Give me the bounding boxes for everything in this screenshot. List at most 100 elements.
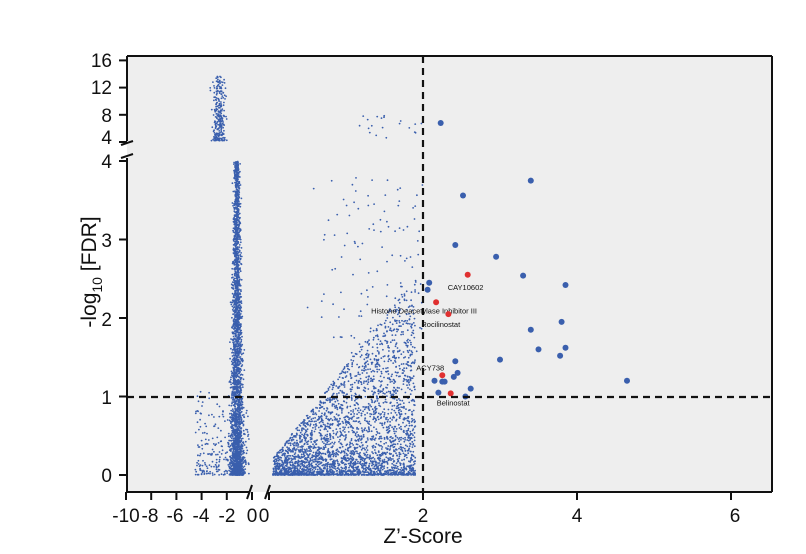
data-point — [223, 78, 226, 81]
data-point — [233, 371, 235, 373]
data-point — [233, 208, 236, 211]
data-point — [235, 265, 238, 267]
data-point — [246, 449, 249, 452]
data-point — [212, 114, 215, 116]
data-point — [350, 418, 353, 420]
data-point — [232, 392, 235, 394]
data-point — [231, 327, 234, 329]
data-point — [239, 270, 242, 273]
data-point — [235, 470, 238, 472]
data-point — [413, 283, 416, 286]
data-point — [232, 238, 235, 241]
data-point — [305, 425, 307, 428]
data-point — [232, 247, 235, 250]
data-point — [372, 444, 375, 447]
points-layer — [194, 75, 424, 476]
data-point — [240, 197, 243, 200]
data-point — [230, 370, 233, 373]
data-point — [309, 423, 312, 426]
data-point — [377, 443, 380, 446]
data-point — [224, 436, 227, 439]
data-point — [239, 336, 242, 339]
data-point — [287, 442, 290, 445]
data-point — [221, 81, 224, 84]
data-point — [222, 96, 225, 99]
data-point — [230, 360, 233, 363]
data-point — [240, 430, 243, 433]
data-point — [232, 352, 235, 354]
data-point — [309, 448, 312, 451]
data-point — [239, 176, 241, 178]
data-point — [215, 461, 218, 464]
data-point — [238, 260, 241, 263]
data-point — [344, 435, 347, 437]
data-point — [238, 276, 241, 279]
data-point — [396, 443, 399, 445]
data-point — [321, 412, 323, 415]
data-point — [383, 467, 385, 470]
data-point — [235, 399, 238, 402]
data-point — [234, 262, 236, 264]
data-point — [212, 138, 215, 141]
data-point — [235, 345, 238, 348]
data-point — [392, 427, 395, 430]
data-point — [409, 339, 411, 342]
data-point — [232, 319, 235, 322]
data-point — [236, 286, 239, 289]
data-point — [237, 324, 240, 327]
data-point — [363, 380, 365, 383]
data-point — [237, 366, 239, 369]
data-point — [359, 373, 361, 376]
data-point — [354, 420, 356, 423]
data-point — [236, 413, 239, 416]
data-point — [407, 356, 410, 359]
data-point — [233, 473, 236, 475]
data-point — [236, 212, 239, 214]
data-point — [372, 336, 375, 339]
data-point — [361, 345, 364, 348]
data-point — [370, 430, 373, 433]
data-point — [230, 404, 233, 407]
data-point — [231, 435, 234, 438]
data-point — [383, 413, 386, 416]
data-point — [236, 431, 238, 434]
data-point — [235, 277, 238, 280]
data-point — [239, 241, 242, 244]
data-point — [207, 472, 210, 475]
data-point — [237, 194, 240, 197]
data-point — [301, 439, 304, 441]
data-point — [239, 184, 242, 186]
data-point — [350, 359, 353, 361]
data-point — [245, 463, 247, 466]
data-point — [239, 333, 242, 336]
data-point — [239, 323, 242, 326]
data-point — [236, 423, 239, 425]
data-point — [199, 454, 201, 457]
data-point — [321, 464, 324, 467]
data-point — [389, 448, 392, 450]
data-point — [391, 426, 393, 429]
data-point — [343, 428, 346, 430]
data-point — [336, 431, 339, 433]
data-point — [229, 464, 232, 466]
data-point — [243, 451, 246, 454]
data-point — [234, 327, 236, 330]
data-point — [414, 469, 416, 472]
data-point — [194, 412, 197, 415]
data-point — [236, 311, 239, 314]
data-point — [315, 443, 318, 446]
data-point — [385, 391, 388, 394]
data-point — [210, 139, 213, 142]
data-point — [240, 410, 243, 413]
data-point — [236, 161, 239, 163]
data-point — [312, 417, 315, 420]
data-point — [237, 311, 240, 314]
data-point — [242, 352, 245, 355]
data-point — [220, 76, 222, 79]
data-point — [241, 364, 244, 366]
data-point — [238, 224, 241, 227]
data-point — [233, 377, 236, 379]
data-point — [387, 373, 390, 375]
data-point — [236, 445, 238, 447]
data-point — [220, 81, 223, 83]
